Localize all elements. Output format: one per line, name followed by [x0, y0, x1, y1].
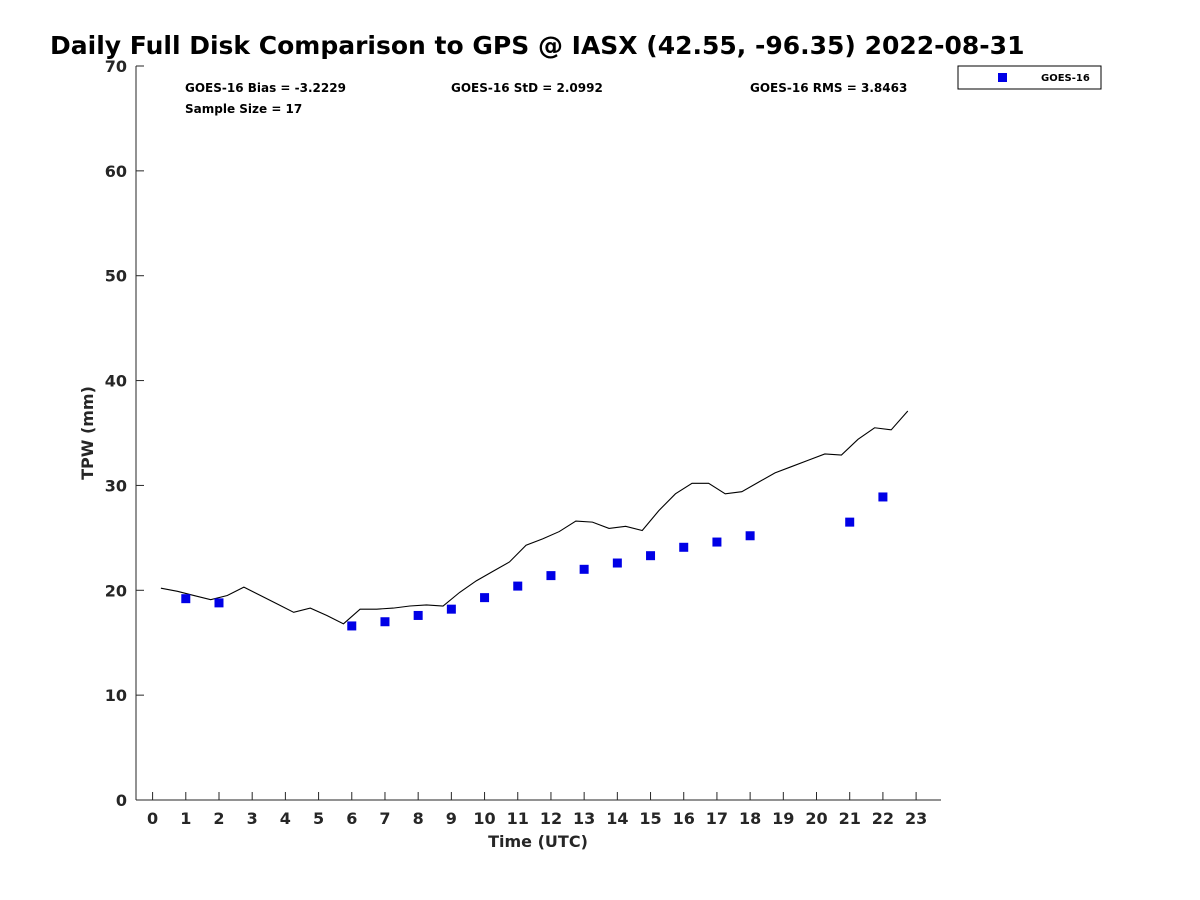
goes16-point [413, 610, 423, 620]
x-tick-label: 19 [772, 809, 794, 828]
y-tick-label: 40 [105, 372, 127, 391]
x-tick-label: 2 [213, 809, 224, 828]
goes16-point [646, 551, 656, 561]
legend: GOES-16 [957, 65, 1102, 90]
axes: 0 1 2 3 4 5 6 7 8 9 10 11 12 13 14 15 16 17 18 19 20 21 22 2301… [105, 57, 941, 828]
goes16-point [878, 492, 888, 502]
point-layer [181, 492, 888, 631]
x-tick-label: 23 [905, 809, 927, 828]
goes16-point [214, 598, 224, 608]
goes16-point [712, 537, 722, 547]
x-tick-label: 11 [507, 809, 529, 828]
stat-rms: GOES-16 RMS = 3.8463 [750, 81, 907, 95]
goes16-point [845, 517, 855, 527]
x-tick-label: 6 [346, 809, 357, 828]
x-tick-label: 1 [180, 809, 191, 828]
goes16-point [513, 581, 523, 591]
x-tick-label: 0 [147, 809, 158, 828]
stat-bias: GOES-16 Bias = -3.2229 [185, 81, 346, 95]
x-tick-label: 10 [473, 809, 495, 828]
y-tick-label: 20 [105, 581, 127, 600]
goes16-point [181, 594, 191, 604]
x-tick-label: 15 [639, 809, 661, 828]
y-tick-label: 60 [105, 162, 127, 181]
x-tick-label: 7 [379, 809, 390, 828]
x-tick-label: 13 [573, 809, 595, 828]
stat-sample-size: Sample Size = 17 [185, 102, 302, 116]
line-layer [160, 410, 909, 625]
x-axis-label: Time (UTC) [488, 832, 588, 851]
goes16-point [579, 564, 589, 574]
y-tick-label: 50 [105, 267, 127, 286]
x-tick-label: 22 [872, 809, 894, 828]
y-tick-label: 30 [105, 476, 127, 495]
chart-title: Daily Full Disk Comparison to GPS @ IASX… [50, 31, 1024, 60]
x-tick-label: 17 [706, 809, 728, 828]
goes16-point [347, 621, 357, 631]
legend-marker [998, 73, 1007, 82]
gps-tpw-line [160, 410, 909, 625]
x-tick-label: 8 [413, 809, 424, 828]
x-tick-label: 5 [313, 809, 324, 828]
goes16-point [380, 617, 390, 627]
goes16-point [679, 542, 689, 552]
goes16-point [480, 593, 490, 603]
legend-box [957, 65, 1102, 90]
x-tick-label: 14 [606, 809, 628, 828]
stat-std: GOES-16 StD = 2.0992 [451, 81, 603, 95]
x-tick-label: 9 [446, 809, 457, 828]
goes16-point [546, 571, 556, 581]
y-axis-label: TPW (mm) [78, 386, 97, 480]
goes16-point [745, 531, 755, 541]
x-tick-label: 3 [247, 809, 258, 828]
legend-label: GOES-16 [1041, 73, 1090, 84]
x-tick-label: 12 [540, 809, 562, 828]
x-tick-label: 20 [805, 809, 827, 828]
y-tick-label: 0 [116, 791, 127, 810]
x-tick-label: 21 [839, 809, 861, 828]
y-tick-label: 70 [105, 57, 127, 76]
x-tick-label: 16 [673, 809, 695, 828]
x-tick-label: 4 [280, 809, 291, 828]
y-tick-label: 10 [105, 686, 127, 705]
goes16-point [612, 558, 622, 568]
x-tick-label: 18 [739, 809, 761, 828]
goes16-point [446, 604, 456, 614]
